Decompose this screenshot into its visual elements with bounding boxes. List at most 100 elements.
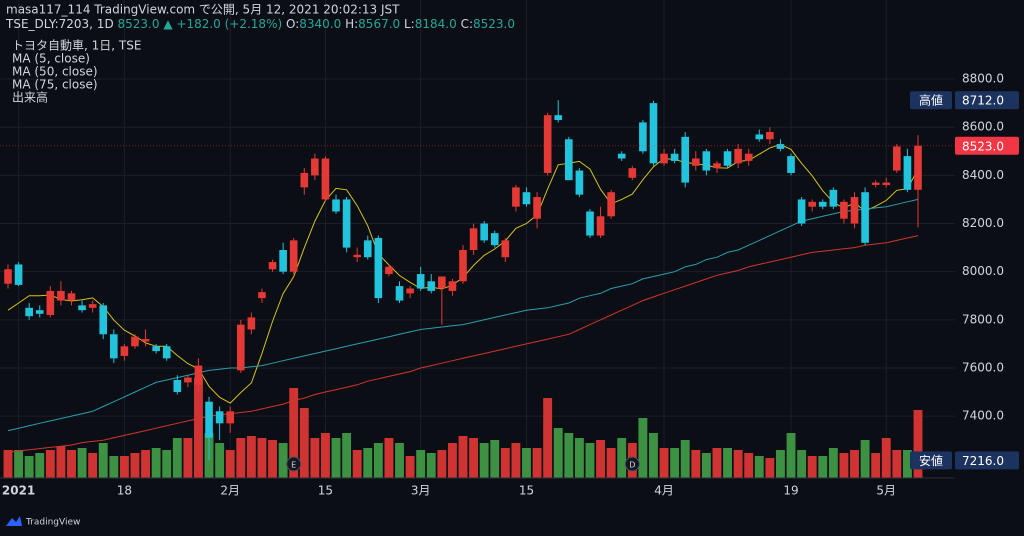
volume-bar — [395, 443, 404, 478]
candle-body — [110, 334, 118, 359]
candle-body — [131, 336, 139, 347]
candle-body — [565, 139, 573, 181]
volume-bar — [225, 450, 235, 478]
volume-bar — [310, 438, 320, 478]
candle-body — [469, 228, 478, 250]
candle-body — [628, 168, 637, 178]
y-tick-label: 7400.0 — [962, 409, 1004, 423]
volume-bar — [24, 456, 34, 478]
volume-bar — [268, 440, 277, 478]
volume-bar — [596, 440, 606, 478]
volume-bar — [574, 438, 584, 478]
candle-layer — [4, 100, 922, 461]
y-tick-label: 8800.0 — [962, 72, 1004, 86]
candle-body — [522, 192, 531, 205]
symbol-line: TSE_DLY:7203, 1D 8523.0 ▲ +182.0 (+2.18%… — [5, 17, 515, 31]
candle-body — [617, 153, 626, 159]
candle-body — [247, 317, 256, 330]
candle-body — [723, 151, 732, 166]
volume-bar — [45, 450, 55, 478]
volume-bar — [363, 448, 373, 478]
ohlc-key: O: — [286, 17, 299, 31]
candle-body — [205, 401, 213, 438]
volume-bar — [744, 453, 754, 478]
candle-body — [57, 290, 65, 301]
candle-body — [459, 249, 467, 282]
ma-line — [7, 198, 919, 432]
volume-bar — [88, 453, 98, 478]
footer-text: TradingView — [25, 518, 80, 528]
volume-bar — [183, 438, 193, 478]
candle-body — [120, 346, 129, 356]
volume-bar — [278, 443, 288, 478]
volume-bar — [447, 443, 457, 478]
candle-body — [416, 274, 425, 289]
candle-body — [374, 237, 383, 299]
volume-bar — [373, 443, 383, 478]
candle-body — [829, 189, 838, 207]
candle-body — [332, 199, 340, 212]
candle-body — [395, 286, 404, 301]
candle-body — [808, 201, 816, 207]
candle-body — [289, 240, 298, 272]
x-tick-label: 3月 — [411, 484, 431, 498]
volume-bar — [606, 448, 616, 478]
candle-body — [871, 182, 880, 185]
candle-body — [311, 158, 319, 176]
candle-body — [681, 136, 690, 183]
candle-body — [480, 223, 488, 241]
price-marker-label: 高値 — [919, 93, 943, 108]
ohlc-value: 8340.0 — [299, 17, 341, 31]
volume-bar — [35, 453, 45, 478]
candle-body — [236, 324, 245, 371]
y-tick-label: 8400.0 — [962, 168, 1004, 182]
volume-bar — [564, 433, 574, 478]
volume-bar — [172, 438, 182, 478]
legend-entry: MA (50, close) — [12, 65, 98, 79]
price-marker-tag — [910, 91, 952, 110]
candle-body — [88, 304, 97, 308]
price-marker-label: 安値 — [919, 453, 943, 468]
volume-bar — [670, 448, 680, 478]
last-price-box — [955, 136, 1019, 155]
candle-body — [755, 134, 764, 140]
volume-bar — [701, 453, 711, 478]
volume-bar — [469, 438, 479, 478]
candle-body — [861, 192, 869, 243]
y-tick-label: 7800.0 — [962, 312, 1004, 326]
volume-bar — [3, 450, 13, 478]
volume-bar — [871, 453, 881, 478]
volume-bar — [807, 456, 817, 478]
candle-body — [385, 266, 393, 275]
candle-body — [268, 262, 277, 270]
volume-bar — [257, 438, 267, 478]
overlay-layer: 7400.0 7600.0 7800.0 8000.0 8200.0 8400.0 8600… — [0, 72, 1019, 498]
volume-bar — [860, 440, 870, 478]
legend-entry: MA (75, close) — [12, 78, 98, 92]
volume-bar — [786, 433, 796, 478]
candle-body — [25, 307, 33, 317]
candle-body — [99, 305, 108, 335]
candle-body — [427, 281, 436, 291]
volume-bar — [659, 448, 669, 478]
x-tick-label: 15 — [318, 484, 333, 498]
x-tick-label: 19 — [783, 484, 798, 498]
candle-body — [14, 264, 23, 285]
volume-bar — [585, 443, 595, 478]
volume-bar — [479, 443, 489, 478]
candle-body — [141, 339, 150, 342]
volume-bar — [130, 453, 140, 478]
volume-bar — [77, 448, 87, 478]
candle-body — [840, 201, 848, 219]
volume-bar — [680, 440, 690, 478]
candle-body — [713, 163, 721, 169]
candle-body — [575, 170, 584, 195]
candle-body — [279, 249, 287, 272]
candle-body — [702, 151, 711, 171]
volume-bar — [892, 450, 902, 478]
price-marker-box — [955, 451, 1019, 470]
candle-body — [194, 365, 203, 385]
ohlc-key: L: — [404, 17, 415, 31]
volume-bar — [723, 448, 732, 478]
x-tick-label: 4月 — [654, 484, 674, 498]
